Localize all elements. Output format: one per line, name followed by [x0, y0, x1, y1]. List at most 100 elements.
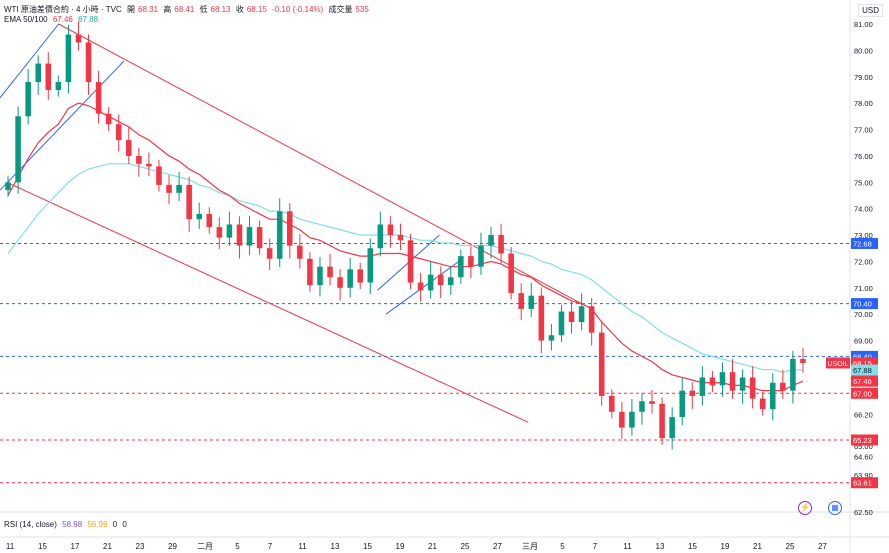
candle-up [739, 377, 746, 391]
lightning-icon[interactable]: ⚡ [798, 501, 812, 515]
candle-down [126, 140, 132, 156]
rsi-value-2: 56.99 [87, 520, 108, 529]
candle-down [568, 311, 575, 323]
y-tick-label: 70.00 [854, 310, 873, 319]
candle-up [448, 277, 454, 286]
candle-down [357, 269, 363, 283]
price-tag-label: 67.88 [853, 366, 872, 375]
candle-down [146, 163, 152, 167]
candle-down [45, 63, 52, 90]
x-tick-label: 11 [298, 542, 307, 551]
rsi-value-1: 58.98 [62, 520, 83, 529]
candle-up [347, 269, 353, 288]
ema100-value: 67.88 [78, 15, 99, 24]
x-tick-label: 15 [363, 542, 372, 551]
candle-up [639, 401, 645, 412]
y-tick-label: 75.00 [854, 178, 873, 187]
candle-up [629, 411, 635, 428]
candle-down [287, 211, 293, 246]
close-value: 68.15 [246, 5, 267, 14]
symbol-line[interactable]: WTI 原油差價合約 · 4 小時 · TVC [4, 5, 122, 14]
x-tick-label: 13 [656, 542, 665, 551]
price-tag-label: 67.00 [853, 389, 872, 398]
x-tick-label: 13 [331, 542, 340, 551]
x-tick-label: 15 [688, 542, 697, 551]
candle-down [75, 34, 82, 43]
y-tick-label: 73.00 [854, 231, 873, 240]
candle-down [166, 184, 172, 193]
candle-down [417, 282, 424, 291]
candle-up [488, 235, 494, 246]
candle-down [518, 293, 524, 309]
candle-up [548, 335, 555, 341]
x-tick-label: 7 [268, 542, 273, 551]
channel-lower-line [6, 181, 529, 423]
y-tick-label: 64.60 [854, 453, 873, 462]
candle-down [749, 377, 756, 399]
candle-down [337, 277, 343, 288]
rsi-zero-1: 0 [112, 520, 118, 529]
candle-down [236, 224, 243, 246]
rsi-zero-2: 0 [122, 520, 127, 529]
candle-up [699, 377, 706, 396]
price-tag-label: 65.23 [853, 436, 872, 445]
candle-down [256, 227, 263, 249]
open-value: 68.31 [138, 5, 159, 14]
x-tick-label: 17 [71, 542, 80, 551]
x-tick-label: 21 [753, 542, 762, 551]
candle-up [196, 213, 202, 220]
candle-up [246, 227, 253, 246]
candle-up [669, 417, 675, 439]
y-tick-label: 63.90 [854, 471, 873, 480]
ema50-line [7, 102, 804, 392]
candle-up [377, 224, 384, 249]
candle-down [105, 113, 112, 125]
candle-up [528, 295, 535, 309]
candle-up [55, 82, 62, 90]
x-tick-label: 三月 [522, 542, 538, 551]
candle-up [317, 266, 323, 286]
ema-label: EMA 50/100 [4, 15, 48, 24]
x-tick-label: 21 [103, 542, 112, 551]
candle-down [729, 372, 736, 391]
candle-down [397, 235, 404, 241]
candle-down [186, 184, 192, 220]
currency-button[interactable]: USD [858, 4, 883, 17]
calendar-icon[interactable]: ▦ [828, 501, 842, 515]
change-value: -0.10 (-0.14%) [272, 5, 324, 14]
rsi-legend[interactable]: RSI (14, close) 58.98 56.99 0 0 [4, 520, 130, 529]
candle-up [367, 248, 374, 283]
candle-up [176, 184, 182, 193]
candle-down [206, 213, 213, 228]
price-tag [851, 350, 878, 362]
candle-up [478, 245, 484, 267]
x-tick-label: 19 [396, 542, 405, 551]
low-value: 68.13 [210, 5, 231, 14]
candle-down [115, 124, 122, 141]
candle-up [226, 224, 233, 238]
candle-down [156, 166, 162, 185]
ema-legend[interactable]: EMA 50/100 67.46 67.88 [4, 15, 101, 24]
open-label: 開 [127, 5, 136, 14]
high-label: 高 [163, 5, 172, 14]
price-tag-label: 70.40 [853, 300, 872, 309]
candle-down [327, 266, 333, 278]
symbol-tag-label: USOIL [827, 361, 848, 368]
candle-up [679, 390, 685, 418]
candle-up [276, 211, 283, 259]
y-tick-label: 76.00 [854, 152, 873, 161]
candle-down [619, 411, 625, 428]
channel-upper-line [58, 23, 585, 306]
candle-down [588, 306, 595, 333]
price-tag [851, 375, 878, 387]
close-label: 收 [235, 5, 244, 14]
low-label: 低 [199, 5, 208, 14]
x-tick-label: 25 [786, 542, 795, 551]
candle-down [498, 235, 504, 254]
price-tag-label: 72.68 [853, 239, 872, 248]
price-tag-label: 68.15 [853, 359, 872, 368]
candle-up [65, 34, 72, 83]
candle-up [25, 82, 31, 117]
